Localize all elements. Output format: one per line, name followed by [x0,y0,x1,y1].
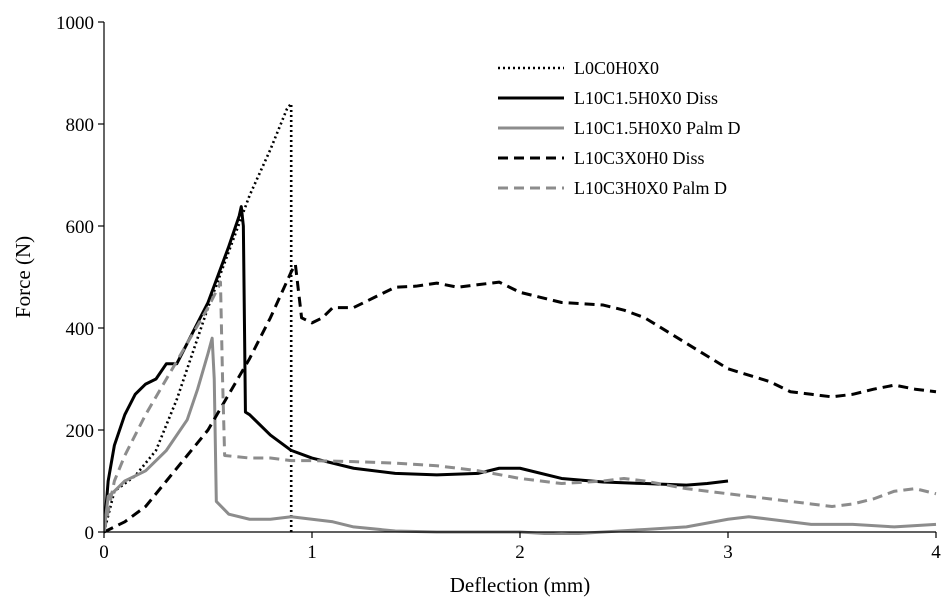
x-tick-label: 2 [515,542,525,563]
legend-label: L10C3H0X0 Palm D [574,178,727,198]
series-line-l10c1-5h0x0-diss [104,205,729,533]
x-tick-label: 0 [99,542,109,563]
series-line-l10c1-5h0x0-palm-d [104,336,937,535]
legend-label: L10C1.5H0X0 Diss [574,88,718,108]
series-line-l0c0h0x0 [104,102,293,533]
x-tick-label: 4 [931,542,941,563]
x-axis-title: Deflection (mm) [450,573,591,597]
y-tick-label: 1000 [56,13,94,34]
y-axis-title: Force (N) [11,236,35,318]
x-tick-label: 1 [307,542,317,563]
series-line-l10c3h0x0-palm-d [104,280,937,533]
series-line-l10c3x0h0-diss [104,262,937,534]
y-tick-label: 0 [85,523,95,544]
legend-label: L10C1.5H0X0 Palm D [574,118,741,138]
legend: L0C0H0X0 L10C1.5H0X0 Diss L10C1.5H0X0 Palm… [498,58,741,198]
x-tick-label: 3 [723,542,733,563]
y-tick-label: 800 [66,115,95,136]
y-tick-label: 200 [66,421,95,442]
y-tick-label: 600 [66,217,95,238]
y-tick-label: 400 [66,319,95,340]
legend-label: L10C3X0H0 Diss [574,148,705,168]
legend-label: L0C0H0X0 [574,58,659,78]
